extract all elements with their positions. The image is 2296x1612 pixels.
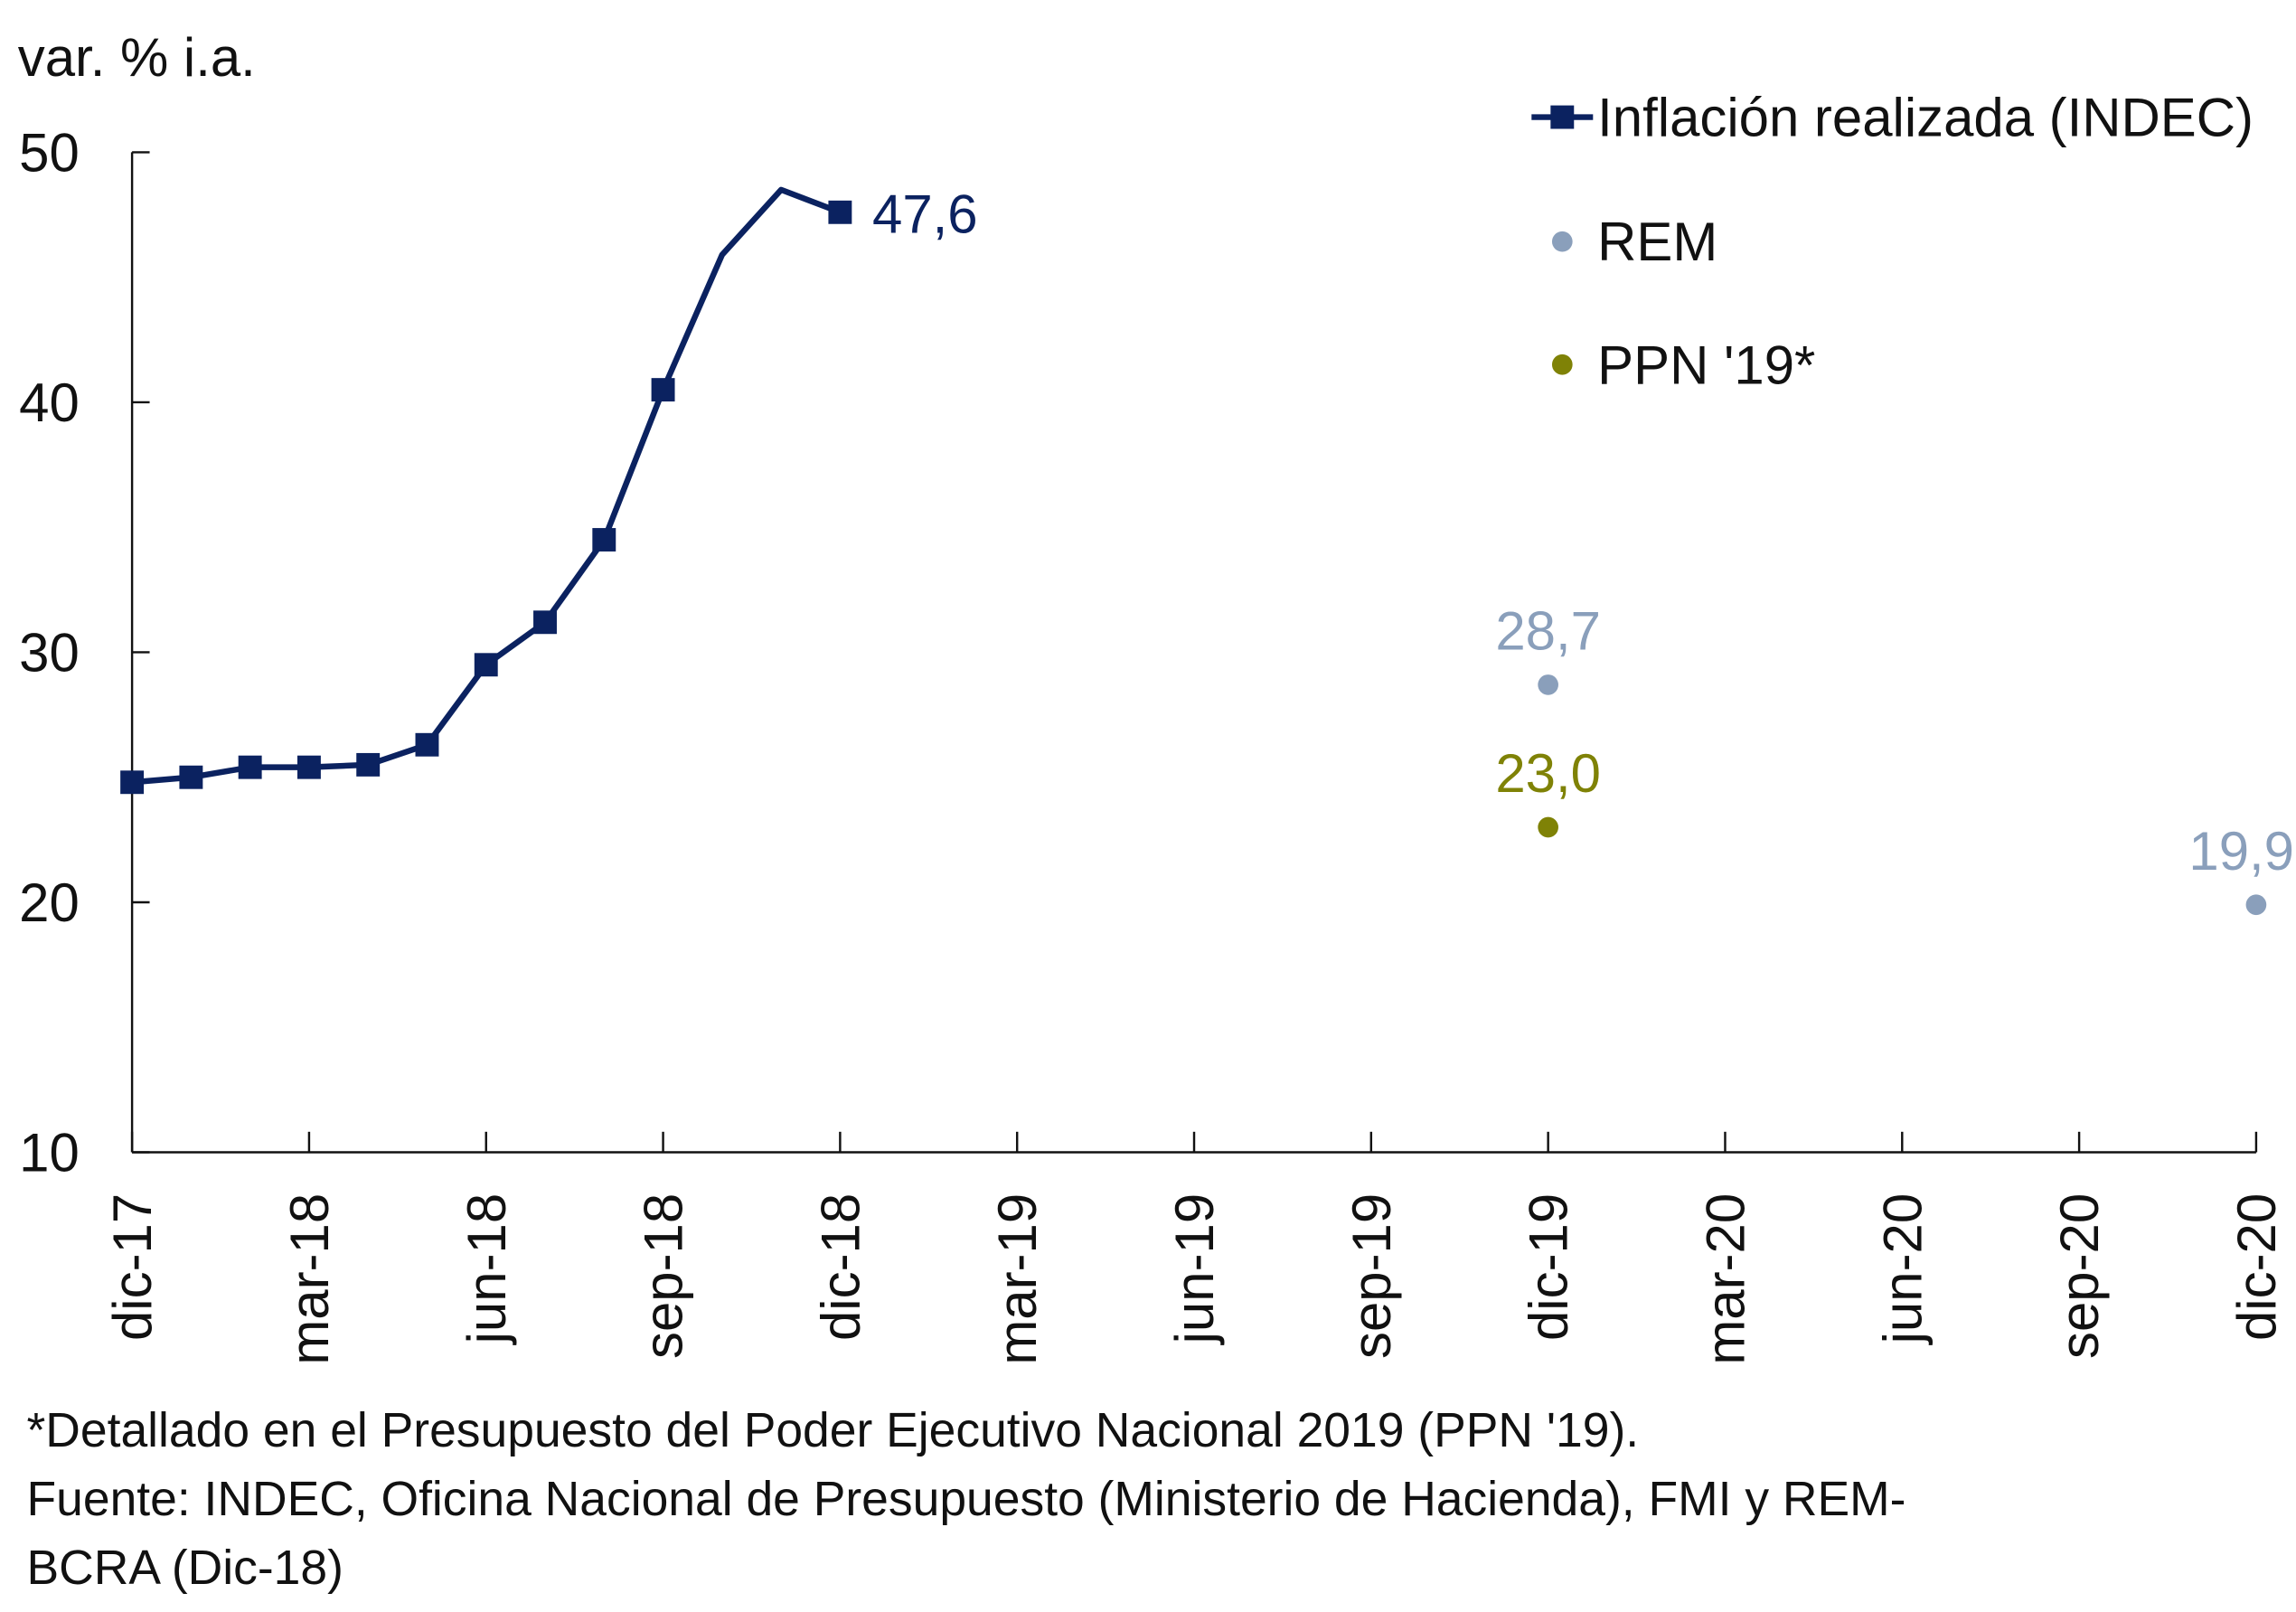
legend-marker-inflation — [1550, 105, 1575, 129]
x-tick-label: mar-18 — [279, 1193, 340, 1365]
y-tick-label: 50 — [19, 122, 80, 183]
x-tick-label: dic-20 — [2226, 1193, 2287, 1341]
inflation-line — [131, 186, 842, 786]
axes: 10 20 30 40 50 dic-17 mar-18 jun-18 sep-18 dic-18… — [19, 122, 2287, 1364]
x-tick-label: sep-18 — [634, 1193, 694, 1359]
x-tick-label: mar-20 — [1696, 1193, 1756, 1365]
x-tick-label: dic-19 — [1519, 1193, 1579, 1341]
legend-marker-rem — [1551, 231, 1573, 252]
inflation-marker — [828, 200, 852, 224]
x-tick-label: sep-20 — [2049, 1193, 2110, 1359]
x-tick-label: dic-18 — [810, 1193, 870, 1341]
point-marker — [2245, 894, 2267, 916]
inflation-data-label: 47,6 — [872, 184, 978, 244]
x-tick-label: jun-18 — [456, 1193, 517, 1346]
legend-marker-ppn — [1551, 354, 1573, 375]
y-tick-label: 30 — [19, 623, 80, 683]
point-data-label: 28,7 — [1495, 601, 1601, 662]
x-tick-label: jun-20 — [1872, 1193, 1933, 1346]
inflation-marker — [296, 755, 321, 779]
y-axis-label: var. % i.a. — [18, 27, 256, 88]
inflation-marker — [238, 755, 262, 779]
inflation-marker — [651, 378, 675, 402]
x-tick-label: dic-17 — [102, 1193, 163, 1341]
inflation-marker — [533, 610, 557, 635]
footnote-3: BCRA (Dic-18) — [27, 1541, 343, 1595]
y-tick-label: 20 — [19, 872, 80, 933]
x-tick-label: mar-19 — [987, 1193, 1048, 1365]
inflation-marker — [474, 653, 498, 677]
x-tick-label: jun-19 — [1164, 1193, 1225, 1346]
inflation-marker — [120, 770, 145, 795]
point-data-label: 23,0 — [1495, 743, 1601, 804]
y-tick-label: 10 — [19, 1123, 80, 1183]
point-data-label: 19,9 — [2188, 821, 2294, 881]
inflation-marker — [356, 752, 381, 777]
x-tick-label: sep-19 — [1341, 1193, 1402, 1359]
legend: Inflación realizada (INDEC) REM PPN '19* — [1531, 88, 2254, 395]
inflation-marker — [415, 732, 439, 757]
legend-label: REM — [1597, 212, 1717, 272]
footnote-1: *Detallado en el Presupuesto del Poder E… — [27, 1404, 1640, 1457]
point-marker — [1538, 674, 1558, 695]
inflation-marker — [179, 765, 203, 789]
y-tick-label: 40 — [19, 372, 80, 433]
legend-label: Inflación realizada (INDEC) — [1597, 88, 2254, 148]
legend-label: PPN '19* — [1597, 335, 1815, 395]
marks: 47,6 28,7 19,9 23,0 — [120, 184, 2294, 916]
footnote-2: Fuente: INDEC, Oficina Nacional de Presu… — [27, 1473, 1906, 1526]
point-marker — [1538, 816, 1558, 838]
inflation-marker — [592, 528, 616, 551]
